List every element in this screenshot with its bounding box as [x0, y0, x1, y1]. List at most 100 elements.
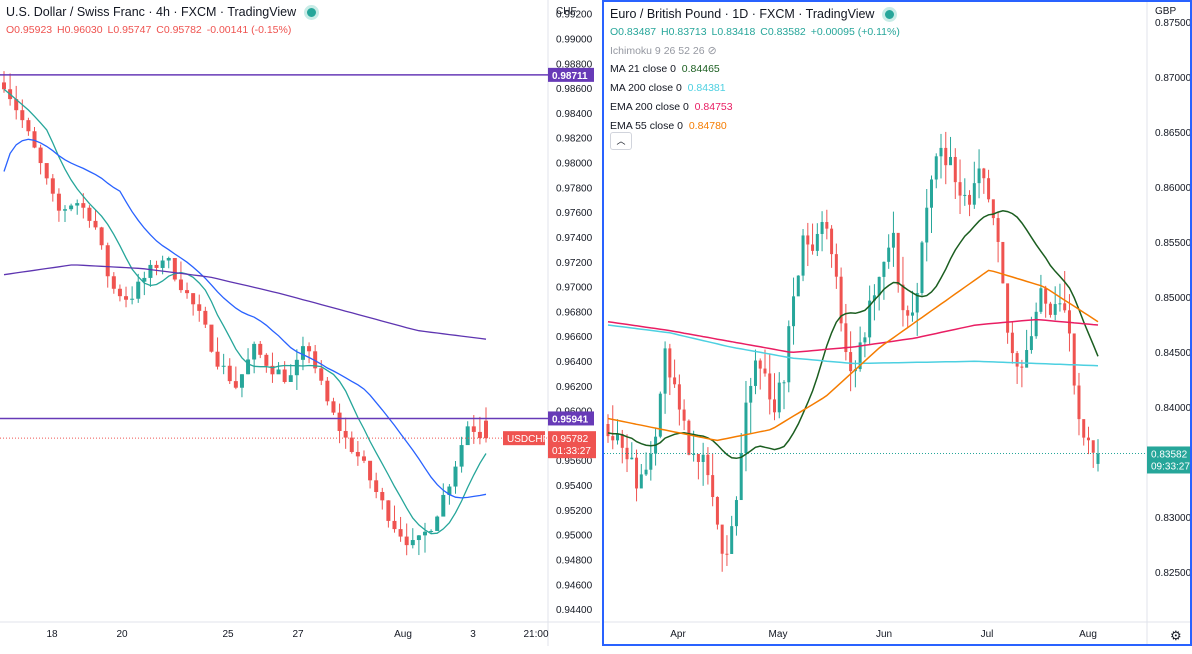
- ma21-line: [607, 210, 1099, 460]
- price-tick: 0.87000: [1155, 73, 1192, 84]
- candle: [404, 536, 409, 546]
- candle: [209, 324, 214, 352]
- candle: [925, 207, 929, 243]
- ohlc-open: O0.95923: [6, 24, 53, 36]
- price-tick: 0.95400: [556, 481, 593, 492]
- price-tick: 0.84000: [1155, 403, 1192, 414]
- price-tick: 0.83000: [1155, 513, 1192, 524]
- price-tick: 0.95000: [556, 531, 593, 542]
- ma21-legend[interactable]: MA 21 close 0 0.84465: [610, 63, 720, 75]
- candle: [331, 401, 336, 413]
- candle: [166, 257, 171, 261]
- candle: [668, 348, 672, 378]
- candle: [81, 203, 86, 208]
- candle: [882, 261, 886, 277]
- candle: [868, 300, 872, 338]
- candle: [471, 426, 476, 432]
- live-status-icon: [304, 5, 320, 21]
- eye-hidden-icon[interactable]: ⊘: [707, 45, 717, 57]
- candle: [991, 199, 995, 219]
- ohlc-low: L0.95747: [107, 24, 152, 36]
- price-tick: 0.96200: [556, 382, 593, 393]
- candle: [429, 530, 434, 532]
- price-tick: 0.98000: [556, 159, 593, 170]
- time-tick: Jun: [876, 629, 892, 640]
- price-tick: 0.86500: [1155, 128, 1192, 139]
- candle: [276, 369, 281, 375]
- candle: [839, 276, 843, 324]
- candle: [658, 393, 662, 437]
- candle: [270, 365, 275, 375]
- candle: [806, 235, 810, 245]
- candle: [148, 264, 153, 278]
- candle: [844, 323, 848, 353]
- price-tick: 0.98400: [556, 109, 593, 120]
- candle: [863, 337, 867, 343]
- candle: [749, 385, 753, 403]
- candle: [644, 469, 648, 475]
- eurgbp-title-text: Euro / British Pound · 1D · FXCM · Tradi…: [610, 7, 875, 21]
- candle: [93, 220, 98, 228]
- candle: [649, 453, 653, 470]
- candle: [887, 247, 891, 262]
- price-tick: 0.85000: [1155, 293, 1192, 304]
- candle: [343, 430, 348, 438]
- candle: [294, 359, 299, 376]
- candle: [111, 276, 116, 289]
- ema55-legend[interactable]: EMA 55 close 0 0.84780: [610, 120, 727, 132]
- candle: [124, 296, 129, 300]
- price-tick: 0.84500: [1155, 348, 1192, 359]
- price-tick: 0.94600: [556, 580, 593, 591]
- candle: [1077, 385, 1081, 420]
- eurgbp-chart-panel[interactable]: GBP 0.87500 0.87000 0.86500 0.86000 0.85500 0.…: [602, 0, 1192, 646]
- ma21-label: MA 21 close 0: [610, 63, 676, 75]
- candle: [687, 420, 691, 455]
- candle: [934, 156, 938, 180]
- candle: [368, 460, 373, 481]
- candle: [673, 377, 677, 385]
- candle: [730, 526, 734, 554]
- price-tick: 0.87500: [1155, 18, 1192, 29]
- ema200-legend[interactable]: EMA 200 close 0 0.84753: [610, 101, 733, 113]
- time-tick: 21:00: [523, 629, 548, 640]
- ichimoku-legend[interactable]: Ichimoku 9 26 52 26 ⊘: [610, 44, 717, 57]
- candle: [987, 178, 991, 200]
- time-tick: 20: [116, 629, 128, 640]
- candle: [1096, 453, 1100, 464]
- candle: [246, 359, 251, 375]
- candle: [44, 163, 49, 179]
- price-tick: 0.85500: [1155, 238, 1192, 249]
- candle: [872, 295, 876, 301]
- candle: [763, 368, 767, 374]
- candle: [142, 277, 147, 282]
- candle: [929, 179, 933, 208]
- candle: [349, 437, 354, 452]
- candle: [906, 310, 910, 316]
- currency-label: GBP: [1155, 6, 1176, 17]
- candle: [639, 474, 643, 489]
- ema55-line: [607, 269, 1099, 442]
- candle: [753, 360, 757, 386]
- candle: [963, 194, 967, 196]
- usdchf-chart-panel[interactable]: CHF 0.99200 0.99000 0.98800 0.98600 0.98400 0.…: [0, 0, 600, 646]
- candle: [380, 492, 385, 501]
- candle: [282, 369, 287, 382]
- candle: [1015, 353, 1019, 367]
- candle: [663, 348, 667, 394]
- candle: [635, 457, 639, 489]
- candle: [252, 343, 257, 360]
- candle: [191, 293, 196, 305]
- candle: [453, 466, 458, 487]
- candle: [792, 296, 796, 327]
- candle: [834, 254, 838, 277]
- chevron-up-icon[interactable]: ︿: [610, 132, 632, 150]
- candle: [63, 209, 68, 211]
- candle: [1010, 332, 1014, 354]
- ohlc-change: +0.00095 (+0.11%): [810, 26, 900, 38]
- ma200-legend[interactable]: MA 200 close 0 0.84381: [610, 82, 726, 94]
- time-tick: 27: [292, 629, 304, 640]
- price-tick: 0.97000: [556, 283, 593, 294]
- ohlc-high: H0.96030: [57, 24, 103, 36]
